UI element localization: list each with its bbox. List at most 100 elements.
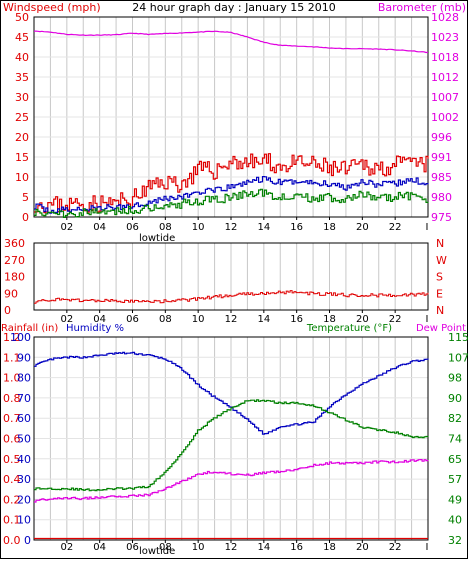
panel2-y-ticks: 360 270 180 90 0 [4,237,25,317]
panel3-y-rain-ticks: 0.0 0.1 0.2 0.4 0.5 0.6 0.7 0.8 1.0 1.1 1.2 [3,331,21,547]
x-end-tick-label: I [426,314,429,325]
x-tick-label: 20 [356,314,369,325]
series-line [33,30,429,54]
panel3-humidity-title: Humidity % [66,323,124,334]
series-line [34,153,429,214]
panel1-lowtide-label: lowtide [139,233,175,244]
x-tick-label: 08 [159,314,172,325]
x-tick-label: 14 [257,314,270,325]
y-rain-tick-label: 1.0 [3,372,21,385]
y-humidity-tick-label: 50 [17,433,31,446]
y-left-tick-label: 25 [15,111,29,124]
x-tick-label: 08 [159,542,172,553]
y-left-tick-label: 5 [22,191,29,204]
panel1-x-ticks: 02 04 06 08 10 12 14 16 18 20 22 I [60,217,428,233]
x-tick-label: 12 [225,542,238,553]
x-tick-label: 04 [93,314,106,325]
y-rain-tick-label: 0.7 [3,412,21,425]
y-right-tick-label: 1018 [431,51,459,64]
panel3-lowtide-label: lowtide [139,546,175,557]
y-left-tick-label: 40 [15,51,29,64]
y-rain-tick-label: 0.2 [3,493,21,506]
y-rain-tick-label: 0.0 [3,534,21,547]
x-tick-label: 06 [126,542,139,553]
y-temperature-tick-label: 107 [448,351,468,364]
panel3-temperature-title: Temperature (°F) [306,323,392,334]
compass-label: N [436,304,444,317]
x-tick-label: 18 [323,222,336,233]
y-temperature-tick-label: 32 [448,534,462,547]
compass-label: S [436,271,443,284]
panel1-series [33,30,429,218]
x-tick-label: 18 [323,542,336,553]
panel3-rainfall-title: Rainfall (in) [1,323,58,334]
y-temperature-tick-label: 82 [448,412,462,425]
y-humidity-tick-label: 70 [17,392,31,405]
y-humidity-tick-label: 10 [17,514,31,527]
x-tick-label: 08 [159,222,172,233]
series-line [34,176,429,214]
panel2-series [34,290,429,304]
y-right-tick-label: 985 [431,171,452,184]
x-tick-label: 02 [60,222,73,233]
y-left-tick-label: 15 [15,151,29,164]
x-tick-label: 22 [389,542,402,553]
y-humidity-tick-label: 90 [17,351,31,364]
panel3-x-ticks: 02 04 06 08 10 12 14 16 18 20 22 I [60,540,428,553]
y-right-tick-label: 1028 [431,11,459,24]
y-left-tick-label: 30 [15,91,29,104]
x-tick-label: 14 [257,542,270,553]
y-tick-label: 270 [4,254,25,267]
panel2-grid [49,243,413,310]
y-left-tick-label: 50 [15,11,29,24]
x-end-tick-label: I [426,542,429,553]
y-temperature-tick-label: 65 [448,453,462,466]
series-line [34,399,429,492]
y-right-tick-label: 975 [431,211,452,224]
panel1-left-axis-title: Windspeed (mph) [3,1,101,14]
panel1-y-left-ticks: 0 5 10 15 20 25 30 35 40 45 50 [15,11,29,224]
x-tick-label: 06 [126,222,139,233]
x-tick-label: 22 [389,222,402,233]
x-tick-label: 20 [356,222,369,233]
panel1-title: 24 hour graph day : January 15 2010 [132,1,336,14]
y-temperature-tick-label: 98 [448,372,462,385]
y-rain-tick-label: 0.6 [3,433,21,446]
panel1-y-right-ticks: 975 980 985 991 996 1002 1007 1012 1018 1023 1028 [431,11,459,224]
y-humidity-tick-label: 60 [17,412,31,425]
y-left-tick-label: 20 [15,131,29,144]
x-tick-label: 16 [290,314,303,325]
y-temperature-tick-label: 74 [448,433,462,446]
x-tick-label: 02 [60,314,73,325]
x-tick-label: 20 [356,542,369,553]
y-right-tick-label: 996 [431,131,452,144]
compass-label: W [436,254,447,267]
y-right-tick-label: 1007 [431,91,459,104]
x-tick-label: 16 [290,542,303,553]
x-tick-label: 06 [126,314,139,325]
y-rain-tick-label: 0.1 [3,514,21,527]
x-tick-label: 16 [290,222,303,233]
y-temperature-tick-label: 90 [448,392,462,405]
y-humidity-tick-label: 100 [10,331,31,344]
y-temperature-tick-label: 49 [448,493,462,506]
panel3-grid [34,337,428,540]
x-tick-label: 10 [192,314,205,325]
x-tick-label: 10 [192,542,205,553]
x-tick-label: 22 [389,314,402,325]
y-humidity-tick-label: 0 [24,534,31,547]
y-rain-tick-label: 1.1 [3,351,21,364]
y-temperature-tick-label: 57 [448,473,462,486]
x-tick-label: 04 [93,222,106,233]
y-tick-label: 0 [4,304,11,317]
panel3-y-humidity-ticks: 0 10 20 30 40 50 60 70 80 90 100 [10,331,31,547]
series-line [34,290,429,304]
y-left-tick-label: 0 [22,211,29,224]
y-humidity-tick-label: 40 [17,453,31,466]
x-tick-label: 12 [225,222,238,233]
x-tick-label: 18 [323,314,336,325]
panel3-dewpoint-title: Dew Point [416,323,466,334]
y-right-tick-label: 991 [431,151,452,164]
